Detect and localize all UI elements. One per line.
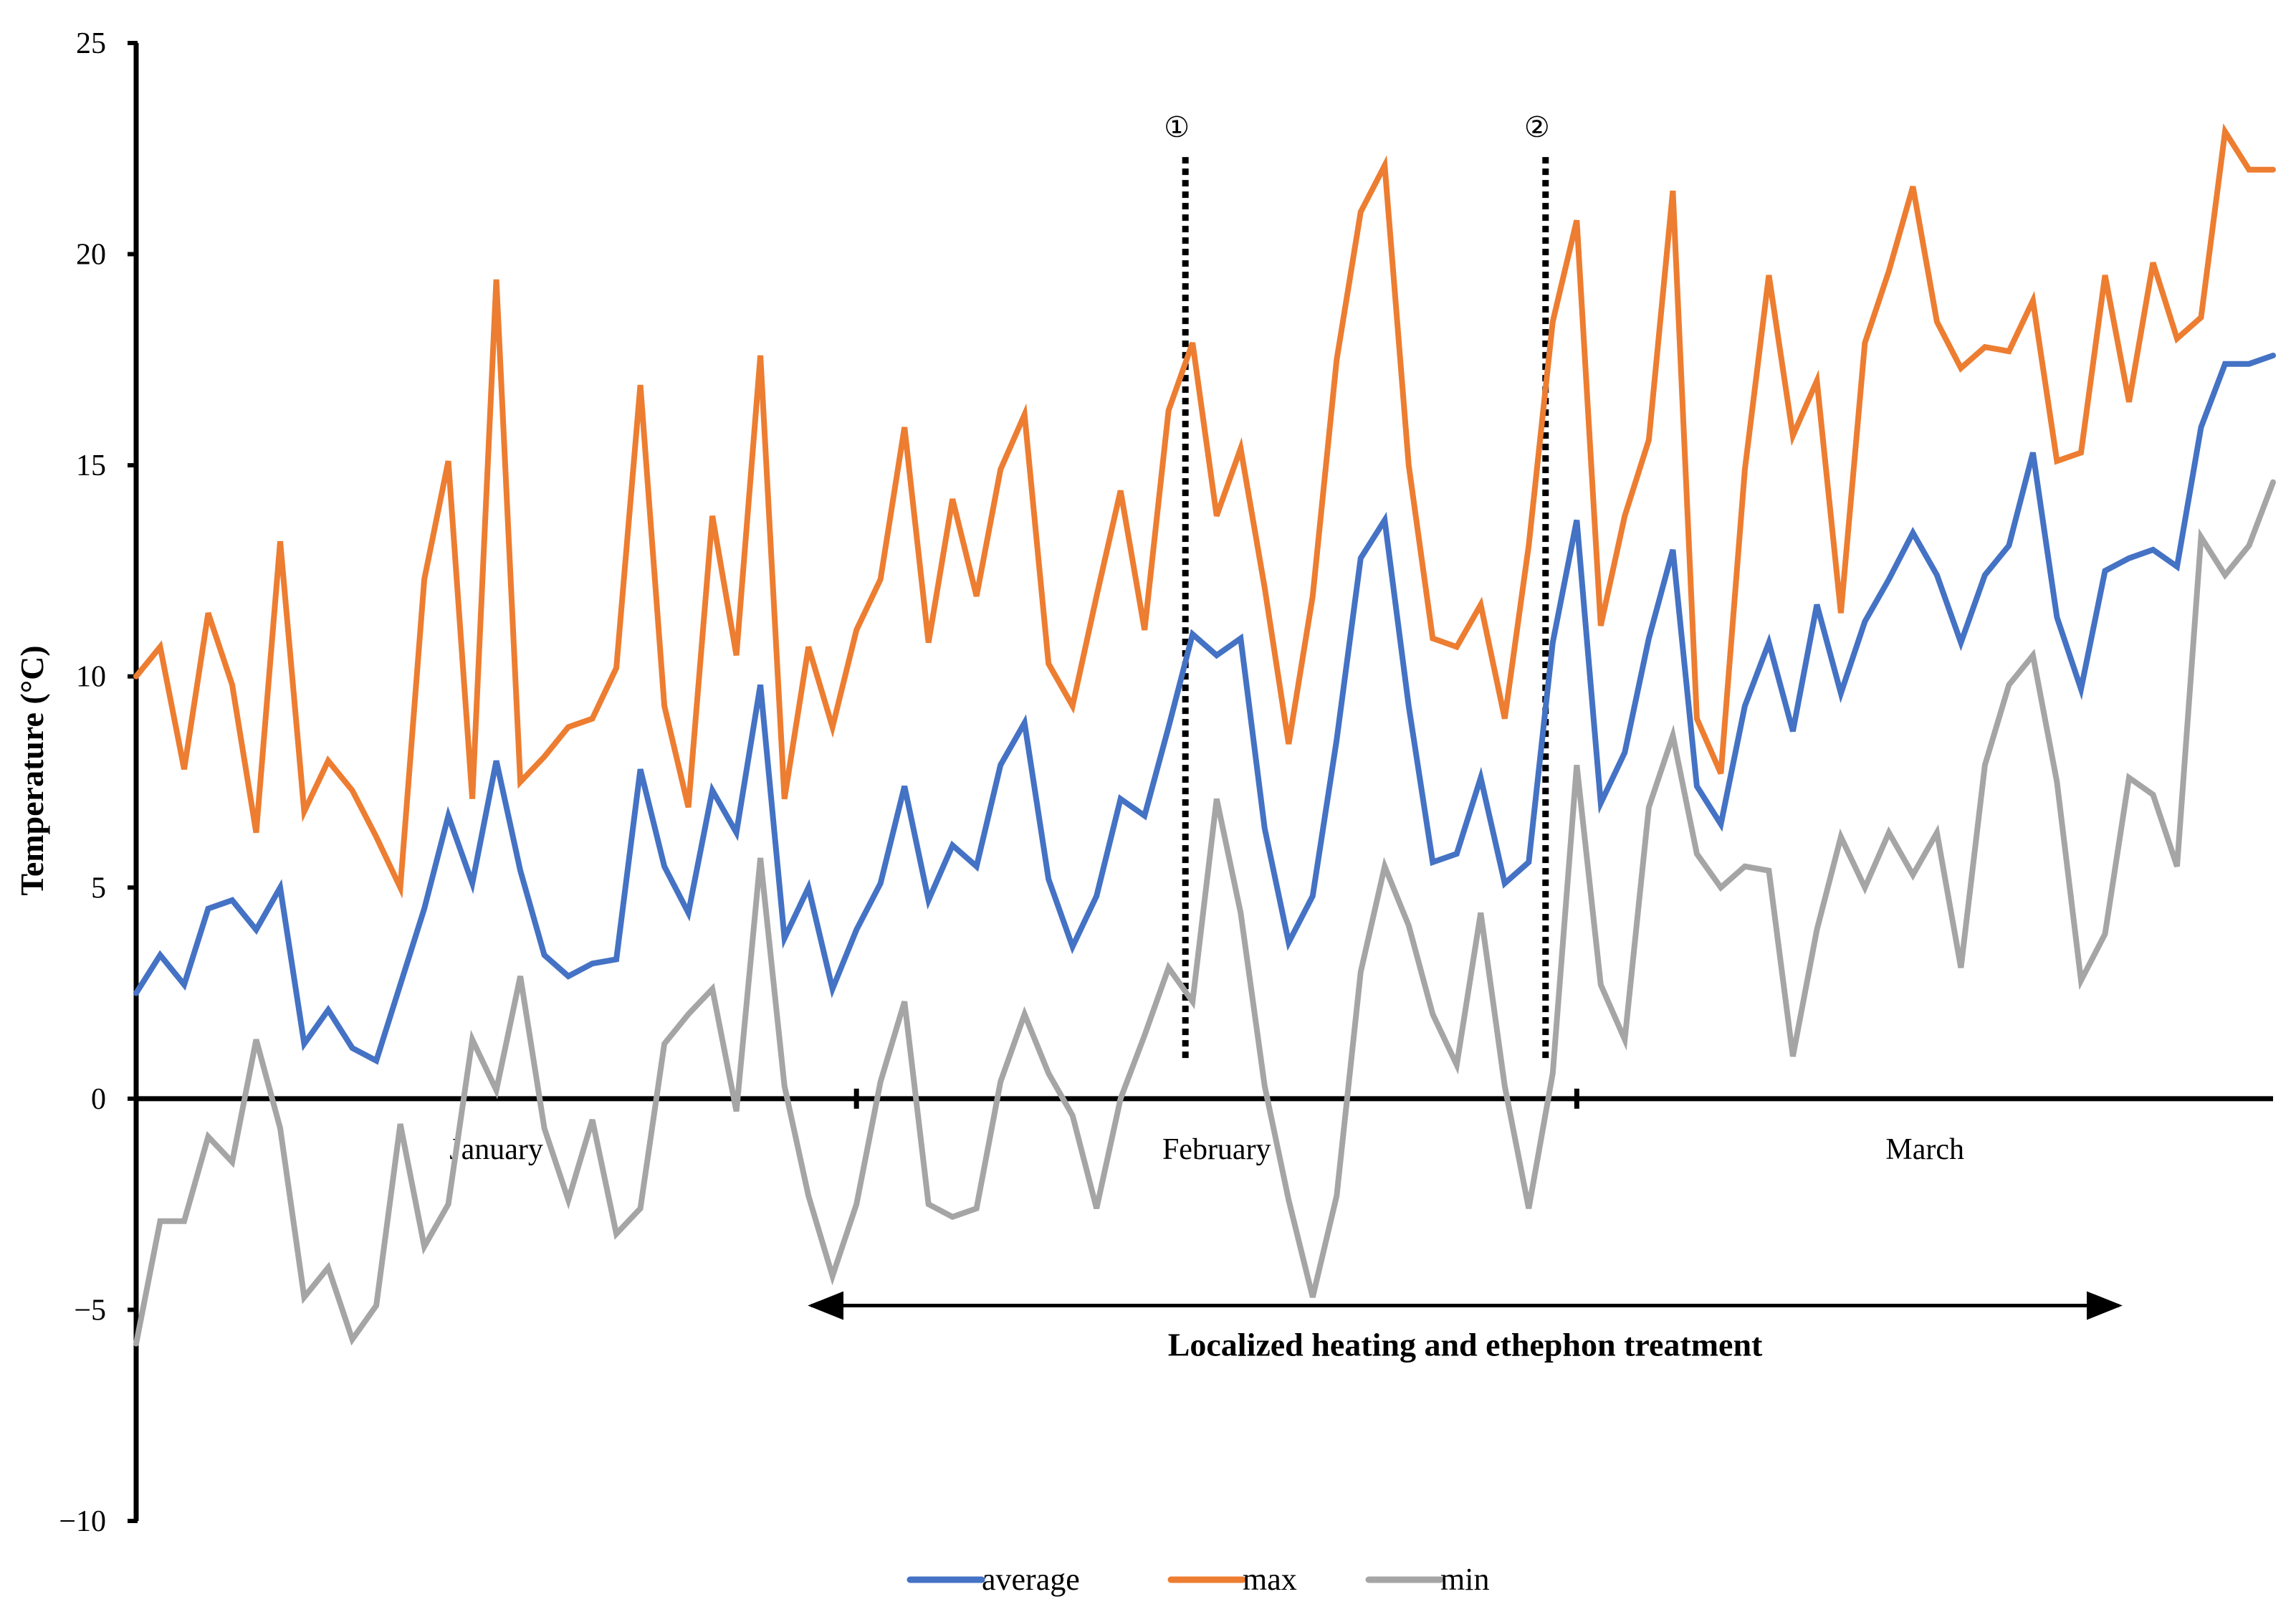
- legend: average max min: [907, 1562, 1489, 1597]
- y-tick-label: −10: [59, 1505, 106, 1538]
- marker-label-1: ①: [1164, 111, 1190, 144]
- y-tick-label: 15: [76, 449, 106, 482]
- month-label-february: February: [1162, 1133, 1271, 1166]
- y-axis-title: Temperature (°C): [14, 645, 50, 895]
- month-label-march: March: [1885, 1133, 1964, 1166]
- legend-label-average: average: [982, 1562, 1080, 1597]
- y-tick-label: −5: [74, 1294, 106, 1327]
- y-tick-label: 25: [76, 27, 106, 60]
- y-tick-label: 10: [76, 661, 106, 694]
- month-label-january: January: [449, 1133, 543, 1166]
- axes-layer: [128, 41, 2273, 1523]
- y-tick-label: 5: [91, 872, 106, 905]
- marker-label-2: ②: [1524, 111, 1550, 144]
- y-tick-label: 20: [76, 239, 106, 272]
- y-tick-labels: 25 20 15 10 5 0 −5 −10: [59, 27, 106, 1538]
- legend-label-min: min: [1440, 1562, 1489, 1597]
- month-labels: January February March: [449, 1133, 1964, 1166]
- treatment-annotation-label: Localized heating and ethephon treatment: [1168, 1327, 1763, 1363]
- legend-label-max: max: [1243, 1562, 1297, 1597]
- treatment-annotation: Localized heating and ethephon treatment: [808, 1291, 2123, 1363]
- series-line-average: [133, 353, 2276, 1065]
- series-lines: [133, 123, 2276, 1347]
- series-line-max: [133, 123, 2276, 899]
- series-line-min: [133, 479, 2276, 1347]
- y-tick-label: 0: [91, 1083, 106, 1116]
